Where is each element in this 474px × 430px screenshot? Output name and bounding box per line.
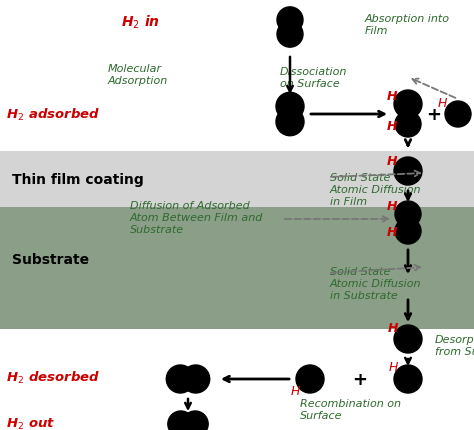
Text: H: H xyxy=(388,322,398,335)
Circle shape xyxy=(277,8,303,34)
Text: Recombination on
Surface: Recombination on Surface xyxy=(300,398,401,420)
Circle shape xyxy=(395,218,421,244)
Text: H$_2$ in: H$_2$ in xyxy=(121,13,160,31)
Text: Desorption
from Substrate: Desorption from Substrate xyxy=(435,335,474,356)
Text: H$_2$ adsorbed: H$_2$ adsorbed xyxy=(6,107,100,123)
Text: H: H xyxy=(438,97,447,110)
Text: Substrate: Substrate xyxy=(12,252,89,266)
Text: Dissociation
on Surface: Dissociation on Surface xyxy=(280,67,347,89)
Text: Solid State
Atomic Diffusion
in Substrate: Solid State Atomic Diffusion in Substrat… xyxy=(330,267,421,300)
Circle shape xyxy=(395,202,421,227)
Circle shape xyxy=(395,112,421,138)
Text: H$_2$ out: H$_2$ out xyxy=(6,415,55,430)
Bar xyxy=(0,152,474,208)
Circle shape xyxy=(394,365,422,393)
Text: Molecular
Adsorption: Molecular Adsorption xyxy=(108,64,168,86)
Text: Thin film coating: Thin film coating xyxy=(12,172,144,187)
Text: H: H xyxy=(387,155,397,168)
Text: H: H xyxy=(387,200,397,213)
Circle shape xyxy=(445,102,471,128)
Text: Absorption into
Film: Absorption into Film xyxy=(365,14,450,36)
Circle shape xyxy=(182,365,210,393)
Circle shape xyxy=(166,365,194,393)
Circle shape xyxy=(168,411,194,430)
Bar xyxy=(0,208,474,329)
Text: +: + xyxy=(353,370,367,388)
Text: H: H xyxy=(290,384,300,398)
Circle shape xyxy=(394,91,422,119)
Circle shape xyxy=(182,411,208,430)
Circle shape xyxy=(394,158,422,186)
Text: H$_2$ desorbed: H$_2$ desorbed xyxy=(6,369,100,385)
Circle shape xyxy=(277,22,303,48)
Text: H: H xyxy=(387,120,397,133)
Text: H: H xyxy=(388,361,398,374)
Text: Solid State
Atomic Diffusion
in Film: Solid State Atomic Diffusion in Film xyxy=(330,173,421,206)
Circle shape xyxy=(394,325,422,353)
Text: Diffusion of Adsorbed
Atom Between Film and
Substrate: Diffusion of Adsorbed Atom Between Film … xyxy=(130,201,264,234)
Circle shape xyxy=(276,108,304,136)
Text: H: H xyxy=(387,90,397,103)
Circle shape xyxy=(276,93,304,121)
Text: H: H xyxy=(387,226,397,239)
Circle shape xyxy=(296,365,324,393)
Text: +: + xyxy=(427,106,441,124)
